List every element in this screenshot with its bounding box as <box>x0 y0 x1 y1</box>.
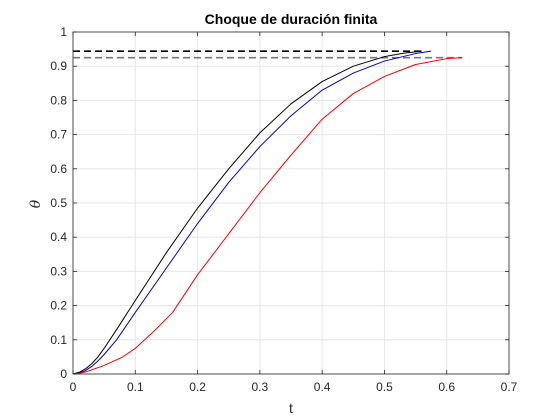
series-line-3 <box>72 57 463 375</box>
y-tick-label: 1 <box>60 25 67 39</box>
y-tick-label: 0.2 <box>50 299 67 313</box>
y-tick-label: 0.1 <box>50 333 67 347</box>
series-lines <box>72 50 463 375</box>
y-tick-label: 0 <box>60 367 67 381</box>
x-axis-ticks: 0 0.1 0.2 0.3 0.4 0.5 0.6 0.7 <box>70 32 518 394</box>
y-tick-label: 0.4 <box>50 230 67 244</box>
x-tick-label: 0 <box>70 380 77 394</box>
y-tick-label: 0.7 <box>50 128 67 142</box>
y-axis-ticks: 0 0.1 0.2 0.3 0.4 0.5 0.6 0.7 0.8 0.9 1 <box>50 25 509 381</box>
y-tick-label: 0.8 <box>50 93 67 107</box>
y-tick-label: 0.5 <box>50 196 67 210</box>
x-axis-label: t <box>289 400 293 416</box>
x-tick-label: 0.5 <box>376 380 393 394</box>
y-tick-label: 0.6 <box>50 162 67 176</box>
series-line-1 <box>72 50 422 375</box>
x-tick-label: 0.6 <box>438 380 455 394</box>
y-tick-label: 0.9 <box>50 59 67 73</box>
x-tick-label: 0.2 <box>189 380 206 394</box>
x-tick-label: 0.1 <box>127 380 144 394</box>
x-tick-label: 0.7 <box>501 380 518 394</box>
y-axis-label: θ <box>28 199 44 208</box>
chart-title: Choque de duración finita <box>205 11 378 27</box>
x-tick-label: 0.4 <box>314 380 331 394</box>
y-tick-label: 0.3 <box>50 264 67 278</box>
x-tick-label: 0.3 <box>252 380 269 394</box>
series-line-2 <box>72 50 432 375</box>
